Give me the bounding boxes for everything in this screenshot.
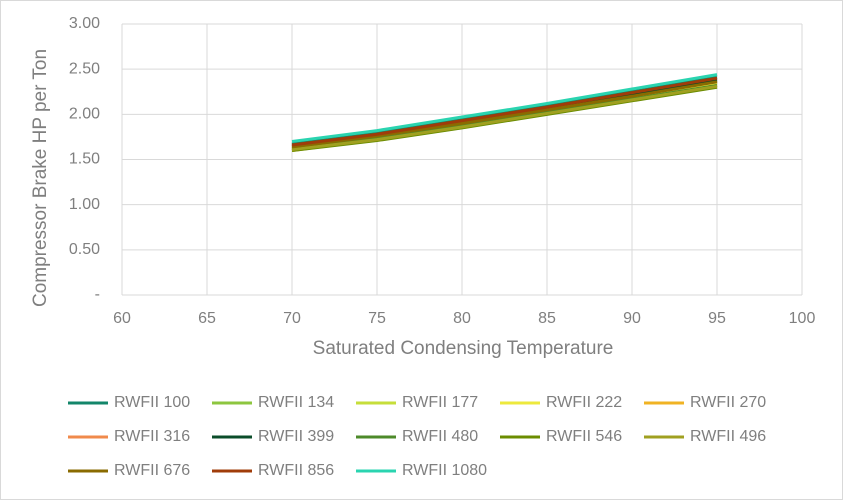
legend-label: RWFII 496 (690, 428, 766, 445)
y-tick-label: 1.50 (69, 151, 100, 168)
y-tick-label: 2.50 (69, 60, 100, 77)
series-line (291, 84, 718, 152)
legend-label: RWFII 134 (258, 394, 334, 411)
legend-label: RWFII 546 (546, 428, 622, 445)
y-tick-label: - (95, 286, 100, 303)
x-axis-title: Saturated Condensing Temperature (313, 338, 614, 359)
legend-label: RWFII 270 (690, 394, 766, 411)
x-tick-label: 80 (453, 310, 471, 327)
series-line (291, 73, 718, 143)
legend-label: RWFII 399 (258, 428, 334, 445)
legend-label: RWFII 1080 (402, 462, 487, 479)
x-tick-label: 90 (623, 310, 641, 327)
y-tick-label: 2.00 (69, 106, 100, 123)
series-line (291, 80, 718, 149)
legend-label: RWFII 100 (114, 394, 190, 411)
y-tick-label: 3.00 (69, 15, 100, 32)
series-line (291, 76, 718, 147)
x-tick-label: 100 (789, 310, 816, 327)
y-tick-label: 1.00 (69, 196, 100, 213)
legend-label: RWFII 222 (546, 394, 622, 411)
y-axis-title: Compressor Brake HP per Ton (30, 49, 51, 307)
legend-label: RWFII 480 (402, 428, 478, 445)
legend-label: RWFII 676 (114, 462, 190, 479)
y-tick-label: 0.50 (69, 241, 100, 258)
legend-label: RWFII 177 (402, 394, 478, 411)
x-tick-label: 60 (113, 310, 131, 327)
x-tick-label: 75 (368, 310, 386, 327)
x-tick-label: 95 (708, 310, 726, 327)
legend-label: RWFII 856 (258, 462, 334, 479)
x-tick-label: 85 (538, 310, 556, 327)
legend-label: RWFII 316 (114, 428, 190, 445)
x-tick-label: 65 (198, 310, 216, 327)
x-tick-label: 70 (283, 310, 301, 327)
